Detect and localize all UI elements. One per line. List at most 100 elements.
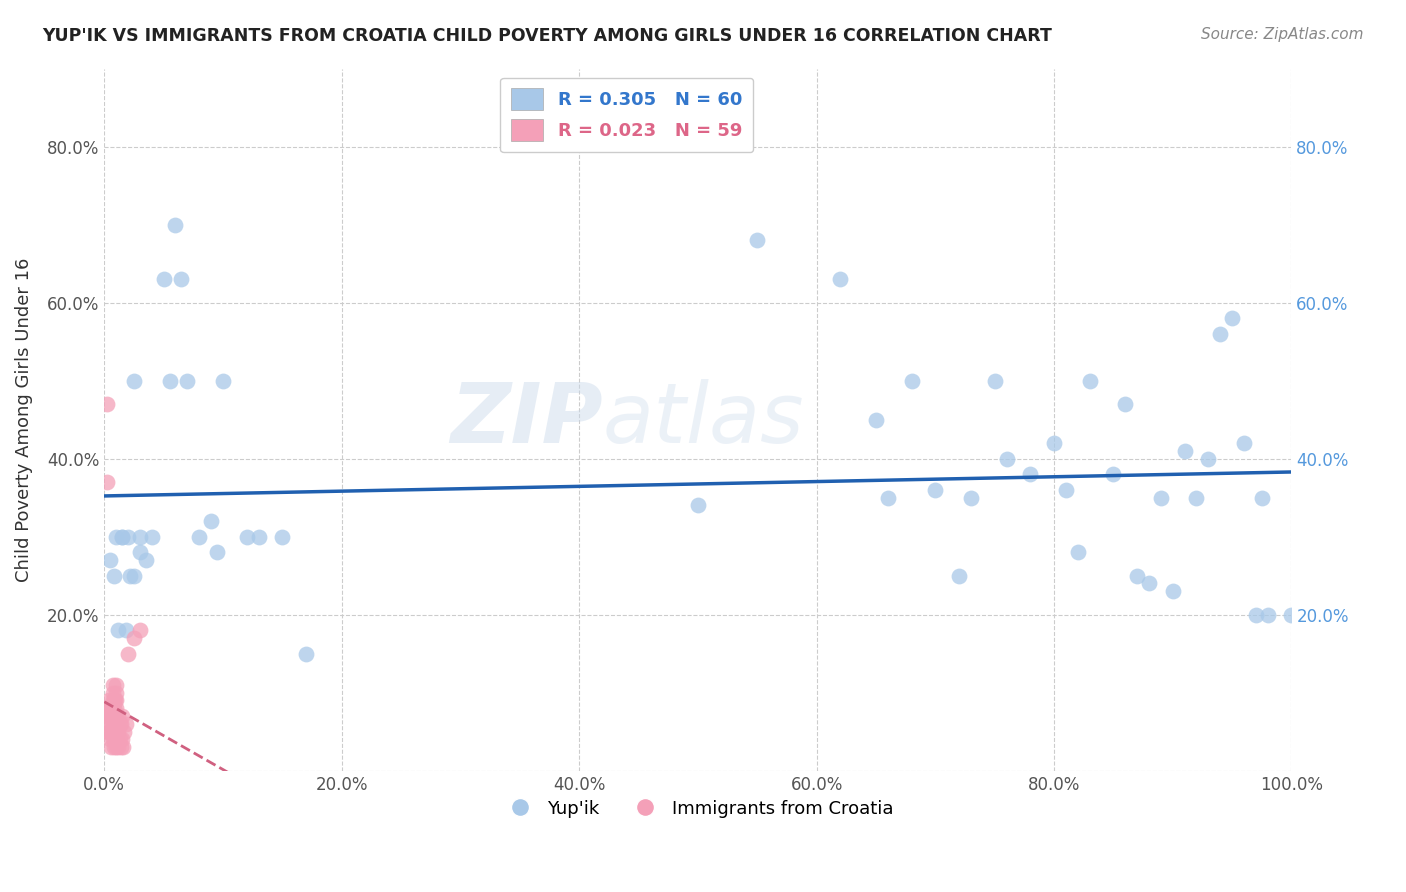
Point: [101, 686, 124, 700]
Point: [170, 272, 193, 286]
Point: [101, 724, 124, 739]
Point: [122, 631, 145, 645]
Point: [1067, 545, 1090, 559]
Point: [830, 272, 852, 286]
Point: [865, 412, 887, 426]
Point: [1078, 374, 1101, 388]
Point: [104, 724, 127, 739]
Text: atlas: atlas: [603, 379, 804, 460]
Point: [97, 724, 120, 739]
Point: [98, 717, 121, 731]
Point: [1102, 467, 1125, 482]
Point: [105, 717, 128, 731]
Point: [105, 717, 128, 731]
Point: [176, 374, 198, 388]
Point: [111, 709, 134, 723]
Point: [98, 724, 121, 739]
Point: [108, 732, 131, 747]
Point: [135, 553, 157, 567]
Point: [110, 740, 132, 755]
Point: [948, 568, 970, 582]
Point: [165, 218, 187, 232]
Point: [105, 709, 128, 723]
Point: [96, 397, 118, 411]
Point: [128, 545, 150, 559]
Point: [159, 374, 181, 388]
Point: [141, 530, 163, 544]
Point: [101, 732, 124, 747]
Point: [686, 499, 709, 513]
Point: [110, 717, 132, 731]
Point: [100, 740, 122, 755]
Point: [200, 514, 222, 528]
Point: [271, 530, 294, 544]
Point: [1233, 436, 1256, 450]
Point: [120, 568, 142, 582]
Point: [97, 709, 120, 723]
Point: [1161, 584, 1184, 599]
Point: [104, 693, 127, 707]
Point: [103, 740, 125, 755]
Point: [747, 233, 769, 247]
Point: [1126, 568, 1149, 582]
Point: [98, 709, 121, 723]
Text: YUP'IK VS IMMIGRANTS FROM CROATIA CHILD POVERTY AMONG GIRLS UNDER 16 CORRELATION: YUP'IK VS IMMIGRANTS FROM CROATIA CHILD …: [42, 27, 1052, 45]
Point: [1250, 491, 1272, 505]
Point: [128, 530, 150, 544]
Text: ZIP: ZIP: [450, 379, 603, 460]
Point: [98, 701, 121, 715]
Point: [1257, 607, 1279, 622]
Point: [101, 693, 124, 707]
Point: [152, 272, 174, 286]
Point: [876, 491, 898, 505]
Point: [105, 678, 128, 692]
Legend: Yup'ik, Immigrants from Croatia: Yup'ik, Immigrants from Croatia: [495, 792, 901, 825]
Point: [100, 701, 122, 715]
Point: [1209, 326, 1232, 341]
Point: [105, 732, 128, 747]
Point: [212, 374, 235, 388]
Point: [188, 530, 211, 544]
Point: [1150, 491, 1173, 505]
Point: [128, 624, 150, 638]
Point: [103, 709, 125, 723]
Point: [1019, 467, 1042, 482]
Point: [114, 624, 136, 638]
Text: Source: ZipAtlas.com: Source: ZipAtlas.com: [1201, 27, 1364, 42]
Point: [114, 717, 136, 731]
Point: [107, 724, 129, 739]
Point: [247, 530, 270, 544]
Point: [1043, 436, 1066, 450]
Point: [104, 732, 127, 747]
Point: [98, 709, 121, 723]
Point: [1220, 311, 1243, 326]
Point: [1197, 451, 1219, 466]
Point: [900, 374, 922, 388]
Point: [983, 374, 1005, 388]
Point: [96, 475, 118, 489]
Point: [98, 732, 121, 747]
Point: [97, 701, 120, 715]
Point: [101, 678, 124, 692]
Point: [107, 740, 129, 755]
Point: [103, 724, 125, 739]
Point: [105, 693, 128, 707]
Point: [101, 717, 124, 731]
Point: [101, 709, 124, 723]
Point: [103, 568, 125, 582]
Point: [104, 709, 127, 723]
Point: [1281, 607, 1303, 622]
Point: [103, 717, 125, 731]
Point: [205, 545, 228, 559]
Point: [98, 553, 121, 567]
Point: [105, 686, 128, 700]
Point: [960, 491, 983, 505]
Point: [114, 724, 136, 739]
Point: [105, 724, 128, 739]
Point: [122, 568, 145, 582]
Point: [111, 530, 134, 544]
Point: [105, 740, 128, 755]
Point: [995, 451, 1018, 466]
Point: [1137, 576, 1160, 591]
Point: [111, 732, 134, 747]
